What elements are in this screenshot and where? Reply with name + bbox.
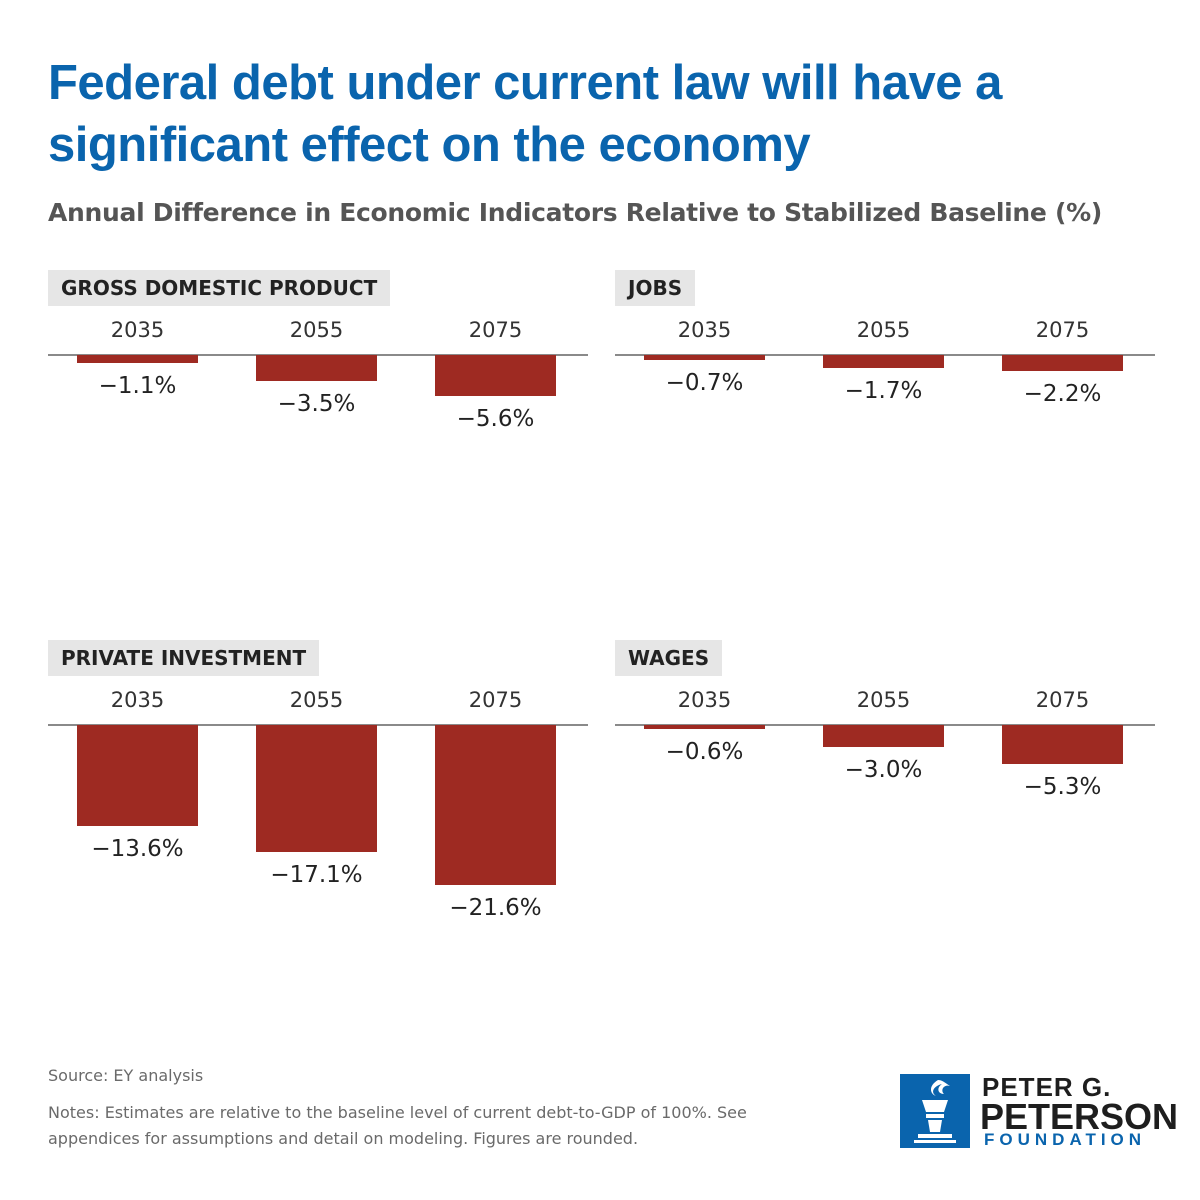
panel-jobs: JOBS 2035 −0.7% 2055 −1.7% 2075 −2.2% bbox=[615, 270, 1155, 630]
panel-label: GROSS DOMESTIC PRODUCT bbox=[48, 270, 391, 306]
year-label: 2075 bbox=[1035, 688, 1090, 712]
panel-wages: WAGES 2035 −0.6% 2055 −3.0% 2075 −5.3% bbox=[615, 640, 1155, 1000]
bar bbox=[644, 725, 765, 730]
value-label: −21.6% bbox=[449, 894, 542, 921]
panel-gdp: GROSS DOMESTIC PRODUCT 2035 −1.1% 2055 −3.5… bbox=[48, 270, 588, 630]
year-label: 2055 bbox=[856, 318, 911, 342]
chart-title: Federal debt under current law will have… bbox=[48, 56, 1002, 172]
bar bbox=[77, 355, 198, 364]
year-label: 2055 bbox=[856, 688, 911, 712]
peterson-foundation-logo: PETER G. PETERSON FOUNDATION bbox=[900, 1072, 1178, 1152]
value-label: −1.7% bbox=[844, 377, 923, 404]
year-label: 2075 bbox=[1035, 318, 1090, 342]
bar bbox=[1002, 725, 1123, 765]
value-label: −3.5% bbox=[277, 390, 356, 417]
torch-icon bbox=[900, 1074, 970, 1148]
panel-private-investment: PRIVATE INVESTMENT 2035 −13.6% 2055 −17.1% 2… bbox=[48, 640, 588, 1000]
year-label: 2035 bbox=[677, 318, 732, 342]
bar bbox=[1002, 355, 1123, 372]
value-label: −3.0% bbox=[844, 757, 923, 784]
year-label: 2075 bbox=[468, 688, 523, 712]
bar bbox=[823, 355, 944, 368]
value-label: −2.2% bbox=[1023, 381, 1102, 408]
logo-text-line1: PETER G. bbox=[982, 1072, 1112, 1102]
bar bbox=[256, 725, 377, 852]
source-note: Source: EY analysis bbox=[48, 1066, 204, 1085]
year-label: 2035 bbox=[110, 688, 165, 712]
chart-subtitle: Annual Difference in Economic Indicators… bbox=[48, 198, 1102, 227]
value-label: −0.6% bbox=[665, 739, 744, 766]
year-label: 2075 bbox=[468, 318, 523, 342]
logo-text-line2: PETERSON bbox=[980, 1096, 1179, 1137]
panel-label: WAGES bbox=[615, 640, 723, 676]
year-label: 2035 bbox=[110, 318, 165, 342]
notes: Notes: Estimates are relative to the bas… bbox=[48, 1103, 747, 1148]
bar bbox=[435, 725, 556, 885]
year-label: 2035 bbox=[677, 688, 732, 712]
bar bbox=[823, 725, 944, 748]
year-label: 2055 bbox=[289, 318, 344, 342]
value-label: −1.1% bbox=[98, 373, 177, 400]
value-label: −13.6% bbox=[91, 835, 184, 862]
bar bbox=[644, 355, 765, 361]
panel-label: PRIVATE INVESTMENT bbox=[48, 640, 320, 676]
bar bbox=[435, 355, 556, 397]
bar bbox=[77, 725, 198, 826]
value-label: −0.7% bbox=[665, 370, 744, 397]
bar bbox=[256, 355, 377, 381]
logo-text-line3: FOUNDATION bbox=[984, 1130, 1147, 1149]
panel-label: JOBS bbox=[615, 270, 696, 306]
value-label: −5.3% bbox=[1023, 774, 1102, 801]
year-label: 2055 bbox=[289, 688, 344, 712]
value-label: −17.1% bbox=[270, 861, 363, 888]
value-label: −5.6% bbox=[456, 406, 535, 433]
